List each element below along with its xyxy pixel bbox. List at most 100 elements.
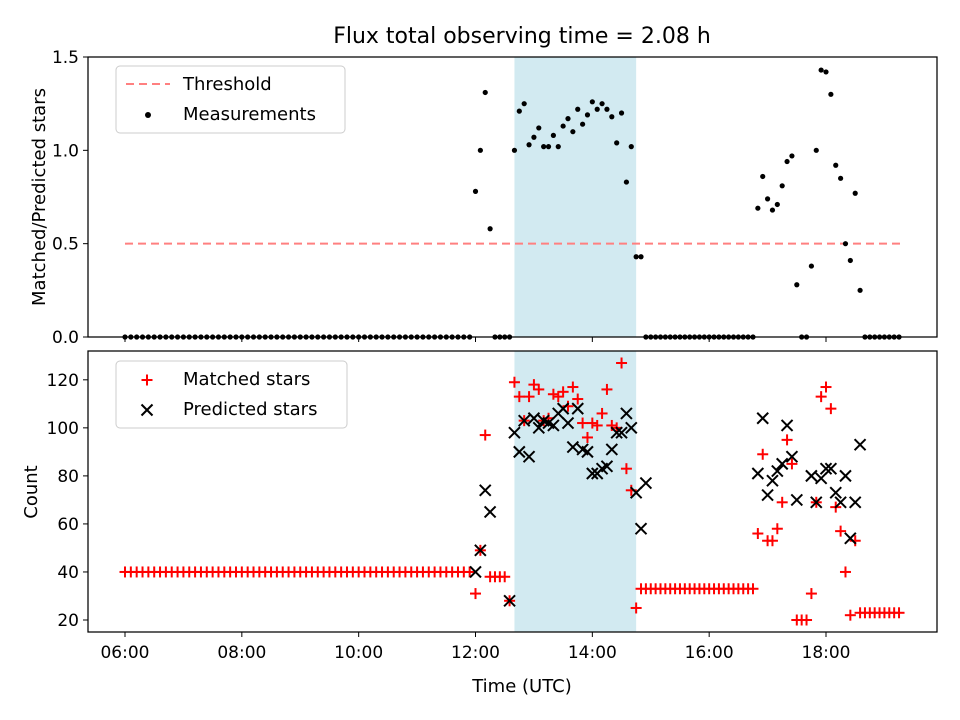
measurement-point <box>842 241 849 247</box>
predicted-star-point <box>566 440 580 454</box>
measurement-point <box>516 108 522 114</box>
predicted-star-point <box>844 532 857 545</box>
top-panel: 0.0 0.5 1.0 1.5 Matched/Predicted stars Thr… <box>29 48 938 348</box>
top-legend-box <box>115 65 346 134</box>
predicted-star-point <box>766 474 779 487</box>
legend-threshold-label: Threshold <box>182 74 272 95</box>
measurement-point <box>769 207 776 213</box>
predicted-star-point-b <box>503 594 516 607</box>
measurement-point <box>565 116 571 122</box>
bottom-plot-frame <box>87 350 938 633</box>
matched-star-point <box>577 417 589 429</box>
matched-star-point <box>825 403 837 415</box>
matched-star-point <box>581 431 593 443</box>
matched-star-point <box>801 614 813 626</box>
predicted-star-point <box>508 426 521 439</box>
top-y-axis-label: Matched/Predicted stars <box>29 88 50 306</box>
matched-star-point <box>835 525 847 537</box>
predicted-star-point-b <box>547 419 560 432</box>
legend-matched-label: Matched stars <box>183 369 310 390</box>
measurement-point <box>823 69 829 75</box>
predicted-star-point <box>620 407 633 420</box>
matched-star-point <box>596 407 608 419</box>
matched-star-point <box>786 458 798 470</box>
predicted-star-point-b <box>522 450 536 463</box>
bottom-x-tick-label: 10:00 <box>334 643 383 663</box>
measurement-point <box>580 121 586 127</box>
top-plot-frame <box>87 56 938 338</box>
matched-stars-points <box>119 357 905 626</box>
top-shaded-interval <box>514 57 637 337</box>
predicted-star-point-b <box>751 467 765 480</box>
top-y-tick-label: 1.5 <box>52 48 79 68</box>
predicted-star-point <box>513 445 526 459</box>
matched-star-point <box>508 376 520 388</box>
predicted-star-point-b <box>805 469 818 483</box>
matched-star-point <box>513 391 525 403</box>
predicted-star-point <box>761 488 774 502</box>
matched-star-point <box>752 528 764 540</box>
chart-title: Flux total observing time = 2.08 h <box>333 24 711 49</box>
predicted-star-point <box>819 462 833 475</box>
measurement-point <box>808 263 815 269</box>
measurement-point <box>614 140 620 146</box>
predicted-star-point-b <box>605 443 619 456</box>
measurement-point <box>779 183 785 189</box>
predicted-star-point <box>805 469 818 483</box>
predicted-star-point <box>780 419 794 432</box>
predicted-star-point-b <box>625 421 638 435</box>
predicted-star-point <box>775 457 789 471</box>
measurement-point <box>633 254 639 260</box>
predicted-star-point <box>625 421 638 435</box>
predicted-star-point <box>503 594 516 607</box>
bottom-y-tick-label: 120 <box>47 371 79 391</box>
measurement-point <box>526 142 532 148</box>
predicted-star-point <box>849 496 862 509</box>
measurement-point <box>550 132 556 138</box>
matched-star-point <box>547 388 559 400</box>
predicted-star-point <box>751 467 765 480</box>
measurement-point <box>838 175 844 181</box>
predicted-star-point-b <box>620 407 633 420</box>
matched-star-point <box>630 602 642 614</box>
matched-star-point <box>781 434 793 446</box>
predicted-star-point-b <box>834 496 847 509</box>
measurement-point <box>521 101 527 107</box>
predicted-star-point-b <box>824 462 838 475</box>
predicted-star-point-b <box>771 464 784 478</box>
predicted-star-point <box>829 486 842 499</box>
matched-star-point <box>572 393 584 405</box>
legend-predicted-marker <box>140 403 154 417</box>
predicted-star-point <box>483 505 497 519</box>
predicted-star-point <box>634 522 648 535</box>
predicted-star-point <box>756 412 769 425</box>
predicted-star-point-b <box>839 469 852 483</box>
measurement-point <box>818 67 824 73</box>
measurement-point <box>857 287 863 293</box>
predicted-star-point-b <box>785 450 799 463</box>
predicted-star-point <box>610 426 623 439</box>
predicted-star-point-b <box>615 426 628 439</box>
bottom-y-tick-label: 100 <box>47 419 79 439</box>
matched-star-point <box>839 566 851 578</box>
measurement-point <box>852 190 858 196</box>
bottom-panel: 20 40 60 80 100 120 06:00 08:00 10:00 12:00 14:00… <box>21 350 938 697</box>
measurement-point <box>628 144 634 150</box>
measurement-point <box>536 125 542 131</box>
measurement-point <box>847 257 853 264</box>
top-y-axis: 0.0 0.5 1.0 1.5 <box>52 48 88 348</box>
predicted-star-point <box>853 438 867 451</box>
matched-star-point <box>766 535 778 547</box>
bottom-x-tick-label: 08:00 <box>217 643 266 663</box>
measurement-point <box>794 282 800 288</box>
measurement-point <box>604 106 610 112</box>
matched-star-point <box>464 566 476 578</box>
predicted-star-point-b <box>761 488 774 502</box>
predicted-star-point-b <box>479 484 492 497</box>
bottom-y-axis-label: Count <box>21 465 42 518</box>
predicted-star-point-b <box>829 486 842 499</box>
predicted-star-point <box>785 450 799 463</box>
x-axis-label: Time (UTC) <box>471 676 572 697</box>
predicted-star-point-b <box>527 412 541 425</box>
